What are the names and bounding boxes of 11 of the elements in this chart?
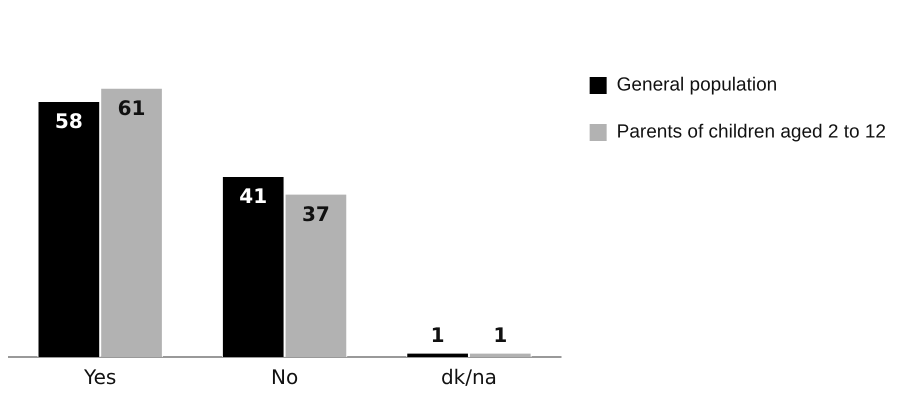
legend-label: Parents of children aged 2 to 12 [616, 122, 886, 143]
x-tick-label: Yes [83, 365, 116, 390]
data-label: 58 [54, 109, 83, 134]
data-label: 61 [118, 96, 146, 120]
x-tick-label: No [270, 365, 298, 390]
data-label: 37 [302, 202, 330, 226]
x-tick-label: dk/na [440, 365, 497, 390]
data-label: 41 [239, 184, 268, 208]
legend-label: General population [616, 74, 778, 96]
data-label: 1 [493, 322, 508, 347]
data-label: 1 [430, 322, 445, 347]
